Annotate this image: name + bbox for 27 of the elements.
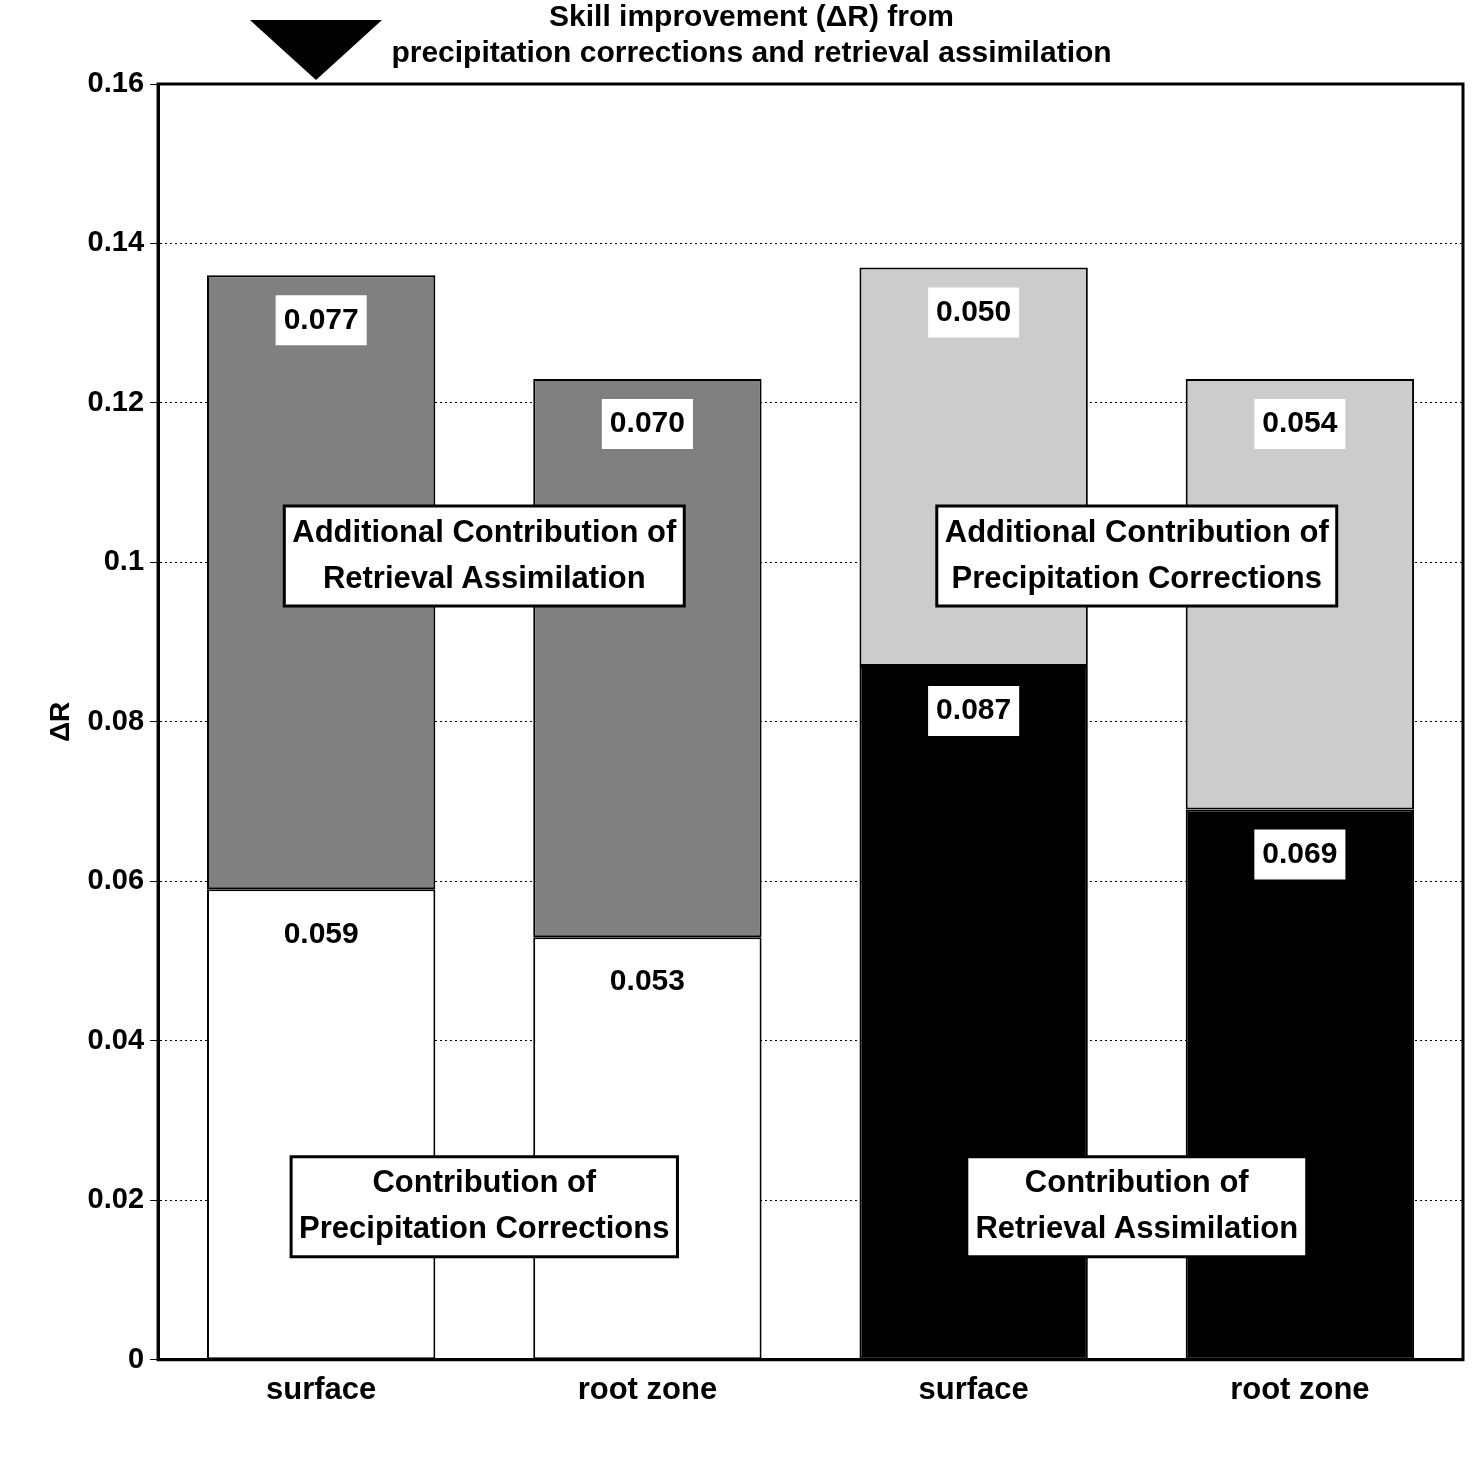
y-tick-label: 0.02 [87, 1182, 145, 1215]
data-label: 0.087 [936, 692, 1012, 726]
data-label: 0.050 [936, 293, 1012, 327]
y-axis-title: ΔR [43, 701, 75, 743]
y-tick-label: 0.14 [87, 225, 145, 258]
data-label: 0.070 [609, 405, 685, 439]
chart-title: Skill improvement (ΔR) from precipitation corrections and retrieval assimilation [391, 0, 1112, 69]
annotation: Contribution of Retrieval Assimilation [975, 1164, 1299, 1246]
annotation: Additional Contribution of Retrieval Assimilation [292, 513, 677, 595]
y-tick-label: 0.04 [87, 1022, 145, 1055]
y-tick-label: 0.12 [87, 384, 145, 417]
y-tick-label: 0.16 [87, 66, 145, 98]
x-tick-label: root zone [1230, 1370, 1370, 1406]
data-label: 0.059 [283, 915, 359, 949]
x-tick-label: root zone [577, 1370, 718, 1406]
x-tick-label: surface [918, 1370, 1029, 1406]
y-tick-label: 0.08 [87, 703, 145, 736]
y-tick-label: 0.1 [103, 544, 145, 577]
y-tick-label: 0 [127, 1341, 145, 1374]
annotation: Additional Contribution of Precipitation Corrections [944, 513, 1330, 595]
x-tick-label: surface [266, 1370, 377, 1406]
data-label: 0.069 [1262, 835, 1338, 869]
data-label: 0.077 [283, 301, 359, 335]
data-label: 0.054 [1262, 405, 1338, 439]
y-tick-label: 0.06 [87, 863, 145, 896]
data-label: 0.053 [609, 963, 685, 997]
annotation: Contribution of Precipitation Corrections [299, 1164, 670, 1246]
